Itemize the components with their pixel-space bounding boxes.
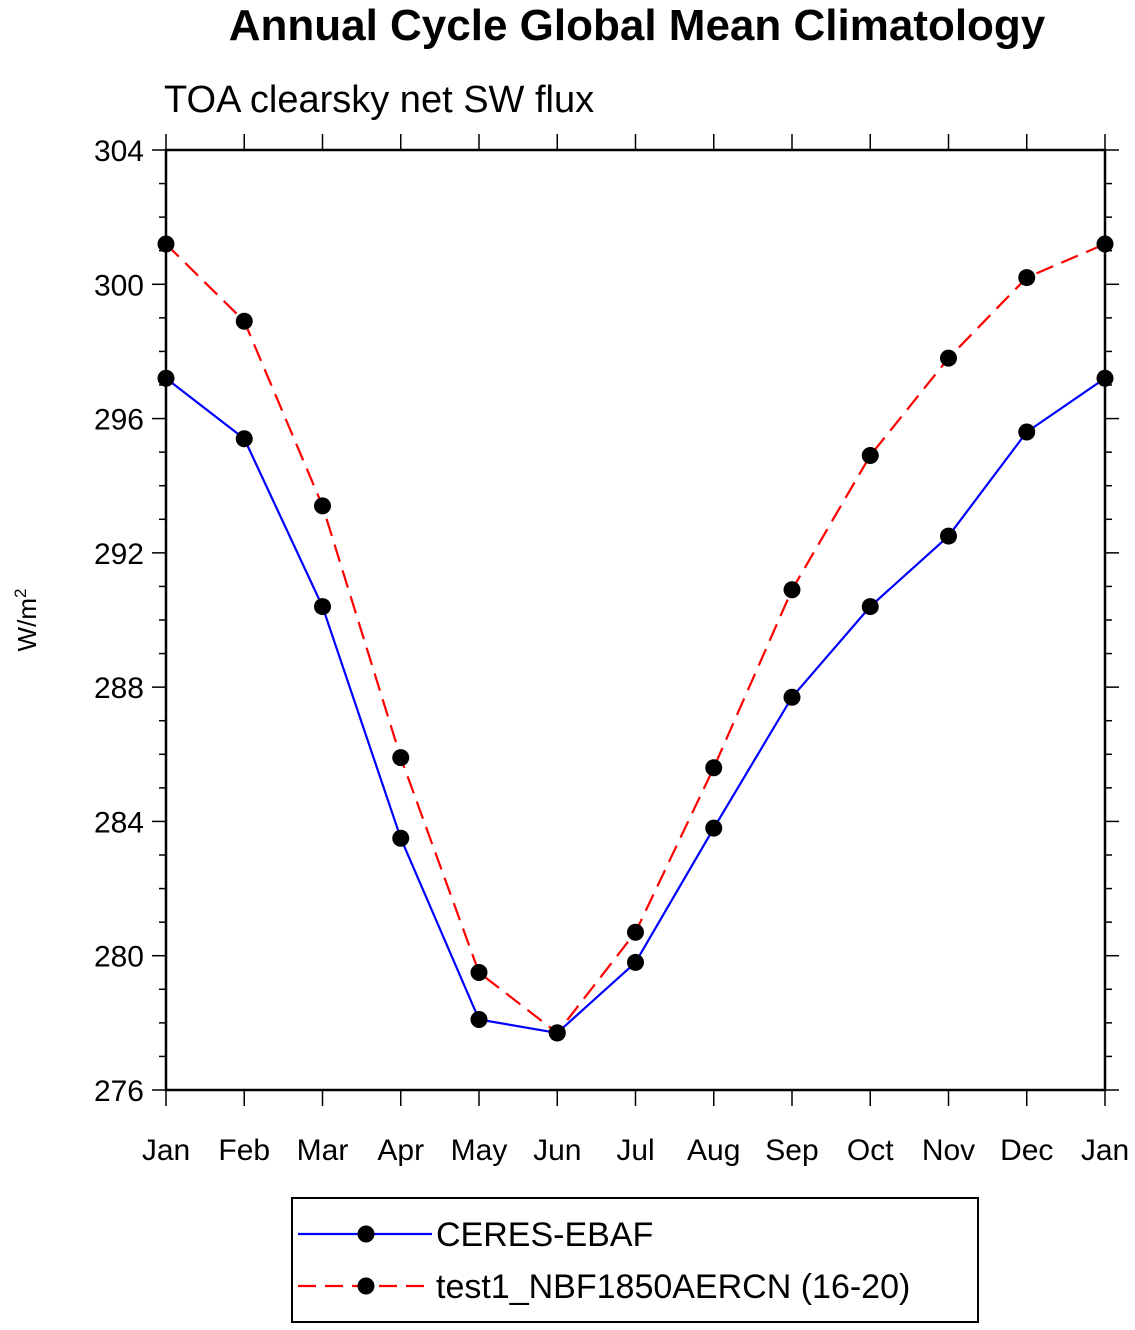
y-axis-label-superscript: 2 [11,589,30,598]
series-1-point [627,953,644,971]
y-tick-label: 304 [94,135,144,168]
x-tick-label: Nov [922,1134,975,1167]
y-axis-label-base: W/m [12,598,42,651]
y-tick-label: 300 [94,269,144,302]
x-tick-label: Apr [377,1134,424,1167]
legend-box [291,1197,979,1323]
y-tick-label: 292 [94,538,144,571]
series-2-point [314,497,331,515]
x-tick-label: Mar [297,1134,349,1167]
tick-labels: 276 280 284 288 292 296 300 304 Jan Feb Mar Apr May J… [94,135,1129,1167]
series-1-point [861,598,879,616]
series-1-point [783,688,801,706]
series-2-point [392,749,410,767]
x-tick-label: Feb [218,1134,270,1167]
series-2-point [470,964,488,981]
x-tick-label: Aug [687,1134,740,1167]
series-1-point [1018,423,1036,441]
series-2-point [705,759,723,777]
y-axis-label: W/m2 [11,589,42,652]
series-2-point [548,1024,566,1042]
x-tick-label: Sep [765,1134,818,1167]
x-tick-label: Jul [616,1134,654,1167]
y-tick-label: 296 [94,404,144,437]
series-1-point [392,829,410,847]
y-tick-label: 280 [94,941,144,974]
legend-marker-1 [357,1225,375,1243]
chart-title: Annual Cycle Global Mean Climatology [229,1,1046,50]
legend: CERES-EBAF test1_NBF1850AERCN (16-20) [298,1216,910,1306]
series-2-point [861,447,879,464]
x-tick-label: Jan [1081,1134,1129,1167]
legend-marker-2 [357,1277,375,1295]
series-1-point [940,527,957,545]
y-tick-label: 288 [94,672,144,705]
legend-label-1: CERES-EBAF [436,1216,653,1254]
series-2-point [1018,269,1036,287]
series-2-point [940,349,957,367]
x-tick-label: May [451,1134,508,1167]
series-2-point [235,312,253,330]
series-2-point [783,581,801,599]
series-layer [157,235,1114,1042]
series-1-point [314,598,331,616]
legend-label-2: test1_NBF1850AERCN (16-20) [436,1268,910,1306]
x-tick-label: Jun [533,1134,581,1167]
y-tick-label: 284 [94,806,144,839]
x-tick-label: Jan [142,1134,190,1167]
series-1-point [470,1011,488,1028]
x-tick-label: Oct [847,1134,894,1167]
series-2-point [627,923,644,941]
series-1-point [705,819,723,837]
plot-frame [164,148,1107,1092]
x-tick-label: Dec [1000,1134,1053,1167]
series-line-2 [165,242,1106,1035]
chart-subtitle: TOA clearsky net SW flux [164,79,594,121]
series-1-point [235,430,253,448]
y-tick-label: 276 [94,1075,144,1108]
